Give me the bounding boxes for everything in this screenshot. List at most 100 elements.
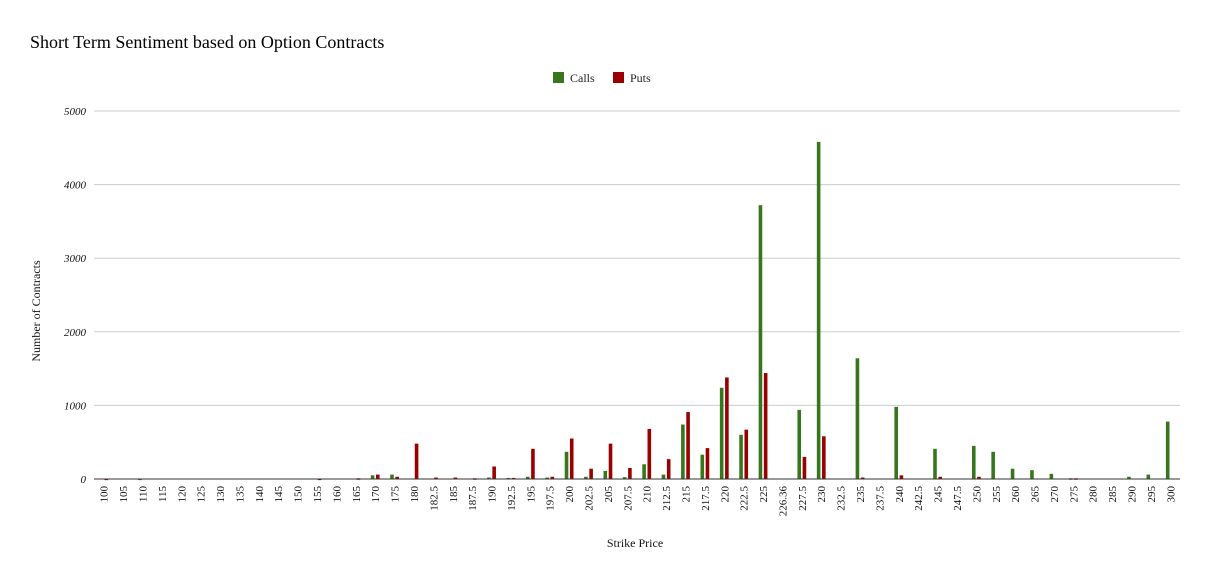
bar-puts-235 — [860, 477, 865, 480]
bar-calls-235 — [855, 358, 860, 479]
x-tick-label: 242.5 — [913, 486, 925, 511]
x-tick-label: 192.5 — [506, 486, 518, 511]
bar-calls-202.5 — [584, 476, 588, 479]
x-tick-label: 230 — [816, 486, 828, 503]
bar-calls-240 — [894, 406, 898, 479]
x-tick-label: 225 — [758, 486, 770, 503]
bar-puts-250 — [977, 476, 981, 479]
x-tick-label: 235 — [855, 486, 867, 503]
x-tick-label: 125 — [196, 486, 208, 503]
bar-calls-265 — [1030, 470, 1034, 479]
legend-swatch-puts — [613, 72, 624, 83]
bar-calls-170 — [370, 475, 375, 479]
x-tick-label: 180 — [409, 486, 421, 503]
bar-puts-215 — [686, 412, 690, 479]
bar-puts-182.5 — [434, 477, 438, 480]
bar-puts-195 — [531, 448, 535, 479]
y-tick-label: 1000 — [64, 400, 87, 412]
bar-puts-175 — [395, 476, 399, 479]
x-tick-label: 217.5 — [700, 486, 712, 511]
x-axis-label: Strike Price — [607, 536, 663, 550]
bar-puts-202.5 — [589, 468, 593, 479]
x-tick-label: 175 — [390, 486, 402, 503]
x-tick-label: 215 — [680, 486, 692, 503]
x-tick-label: 255 — [991, 486, 1003, 503]
x-tick-label: 245 — [933, 486, 945, 503]
y-tick-label: 5000 — [64, 106, 87, 118]
x-tick-label: 135 — [234, 486, 246, 503]
bar-calls-230 — [816, 141, 821, 479]
x-tick-label: 110 — [137, 486, 149, 503]
bar-calls-295 — [1146, 474, 1151, 479]
x-tick-label: 232.5 — [836, 486, 848, 511]
x-tick-label: 105 — [118, 486, 130, 503]
x-tick-label: 187.5 — [467, 486, 479, 511]
bar-calls-205 — [603, 470, 608, 479]
x-tick-label: 260 — [1010, 486, 1022, 503]
x-tick-label: 237.5 — [874, 486, 886, 511]
x-tick-label: 222.5 — [739, 486, 751, 511]
x-tick-label: 155 — [312, 486, 324, 503]
y-tick-label: 0 — [81, 474, 87, 486]
bar-calls-220 — [719, 387, 724, 479]
y-tick-label: 2000 — [64, 327, 87, 339]
bar-calls-217.5 — [700, 454, 705, 479]
bar-calls-227.5 — [797, 409, 802, 479]
bars — [104, 141, 1170, 481]
bar-puts-207.5 — [628, 467, 632, 479]
bar-calls-260 — [1010, 468, 1015, 479]
x-tick-labels: 100 105 110 115 120 125 130 135 140 145 150 155 160 1… — [99, 486, 1178, 517]
x-tick-label: 280 — [1088, 486, 1100, 503]
y-tick-label: 4000 — [64, 180, 87, 192]
x-tick-label: 170 — [370, 486, 382, 503]
x-tick-label: 220 — [719, 486, 731, 503]
y-axis-label: Number of Contracts — [29, 260, 43, 362]
x-tick-label: 140 — [254, 486, 266, 503]
chart-title: Short Term Sentiment based on Option Con… — [30, 32, 384, 52]
x-tick-label: 295 — [1146, 486, 1158, 503]
x-tick-label: 190 — [487, 486, 499, 503]
legend-label-puts: Puts — [630, 71, 651, 85]
x-tick-label: 160 — [331, 486, 343, 503]
x-tick-label: 210 — [642, 486, 654, 503]
bar-puts-197.5 — [550, 476, 555, 479]
x-tick-label: 250 — [971, 486, 983, 503]
legend-label-calls: Calls — [570, 71, 595, 85]
x-tick-label: 197.5 — [545, 486, 557, 511]
bar-calls-255 — [991, 451, 995, 479]
bar-calls-200 — [564, 451, 569, 479]
bar-puts-170 — [376, 474, 380, 479]
x-tick-label: 270 — [1049, 486, 1061, 503]
bar-puts-230 — [822, 436, 826, 479]
x-tick-label: 285 — [1107, 486, 1119, 503]
x-tick-label: 100 — [99, 486, 111, 503]
bar-calls-212.5 — [661, 474, 666, 479]
legend-swatch-calls — [553, 72, 564, 83]
x-tick-label: 120 — [176, 486, 188, 503]
bar-calls-300 — [1165, 421, 1170, 479]
x-tick-label: 150 — [293, 486, 305, 503]
bar-puts-227.5 — [802, 456, 807, 479]
bar-calls-290 — [1127, 476, 1131, 479]
x-tick-label: 207.5 — [622, 486, 634, 511]
x-tick-label: 205 — [603, 486, 615, 503]
x-tick-label: 290 — [1127, 486, 1139, 503]
bar-calls-210 — [642, 464, 646, 479]
bar-puts-210 — [647, 428, 652, 479]
x-tick-label: 200 — [564, 486, 576, 503]
gridlines — [94, 110, 1180, 406]
bar-calls-225 — [758, 205, 763, 479]
bar-calls-270 — [1049, 473, 1054, 479]
bar-puts-180 — [414, 443, 419, 479]
y-tick-labels: 0 1000 2000 3000 4000 5000 — [63, 106, 87, 486]
x-tick-label: 202.5 — [584, 486, 596, 511]
x-tick-label: 182.5 — [428, 486, 440, 511]
bar-calls-197.5 — [545, 477, 549, 480]
bar-puts-245 — [938, 476, 942, 479]
x-tick-label: 300 — [1165, 486, 1177, 503]
bar-puts-220 — [725, 377, 729, 479]
bar-puts-240 — [899, 475, 904, 479]
x-tick-label: 247.5 — [952, 486, 964, 511]
x-tick-label: 275 — [1068, 486, 1080, 503]
bar-calls-215 — [681, 424, 685, 479]
